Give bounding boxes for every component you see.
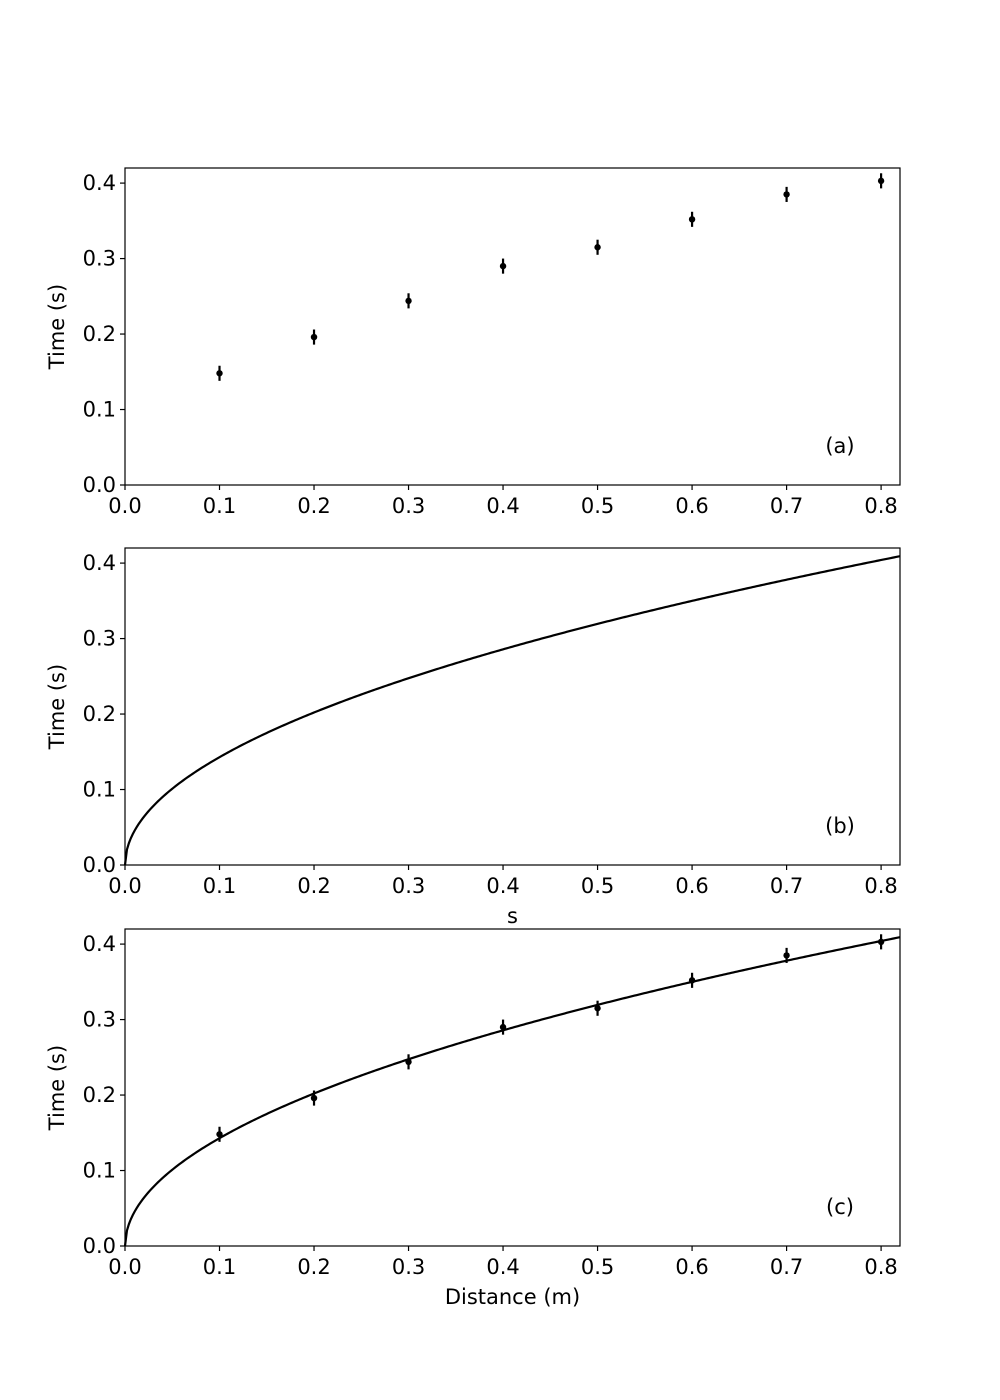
x-tick-label: 0.6 <box>675 494 708 518</box>
x-tick-label: 0.0 <box>108 494 141 518</box>
marker <box>310 1094 318 1102</box>
x-tick-label: 0.7 <box>770 1255 803 1279</box>
x-tick-label: 0.6 <box>675 1255 708 1279</box>
axes-frame <box>124 167 901 486</box>
data-point <box>594 239 601 255</box>
data-point <box>688 211 696 227</box>
x-tick-label: 0.4 <box>486 874 519 898</box>
marker <box>783 952 790 959</box>
x-tick-label: 0.5 <box>581 1255 614 1279</box>
data-point <box>405 293 412 309</box>
x-tick-label: 0.2 <box>297 494 330 518</box>
x-tick-label: 0.3 <box>392 1255 425 1279</box>
panel-label: (c) <box>826 1195 854 1219</box>
x-tick-label: 0.8 <box>864 874 897 898</box>
marker <box>499 262 507 270</box>
y-tick-label: 0.1 <box>83 778 116 802</box>
y-tick-label: 0.3 <box>83 247 116 271</box>
marker <box>688 216 696 223</box>
x-axis-label: Distance (m) <box>445 1285 580 1309</box>
data-point <box>216 365 223 381</box>
x-tick-label: 0.3 <box>392 494 425 518</box>
marker <box>594 1005 601 1012</box>
x-tick-label: 0.5 <box>581 494 614 518</box>
y-tick-label: 0.3 <box>83 627 116 651</box>
y-tick-label: 0.2 <box>83 322 116 346</box>
data-point <box>594 1000 601 1016</box>
y-tick-label: 0.4 <box>83 551 116 575</box>
marker <box>783 191 790 198</box>
x-tick-label: 0.4 <box>486 1255 519 1279</box>
marker <box>877 177 885 185</box>
data-point <box>405 1054 412 1070</box>
panel-label: (b) <box>825 814 855 838</box>
x-tick-label: 0.8 <box>864 494 897 518</box>
x-tick-label: 0.0 <box>108 874 141 898</box>
x-tick-label: 0.4 <box>486 494 519 518</box>
x-tick-label: 0.1 <box>203 1255 236 1279</box>
data-point <box>310 329 318 345</box>
marker <box>405 297 412 305</box>
fit-curve <box>123 936 901 1247</box>
x-tick-label: 0.8 <box>864 1255 897 1279</box>
subplot-1: 0.0 0.1 0.2 0.3 0.4 0.5 0.6 0.7 0.8 0.0 0.1 0.2 0.3 0… <box>45 167 901 518</box>
axes-frame <box>124 547 901 866</box>
y-tick-label: 0.1 <box>83 398 116 422</box>
y-axis-label: Time (s) <box>45 284 69 370</box>
y-tick-label: 0.0 <box>83 853 116 877</box>
marker <box>216 370 223 377</box>
x-axis-label: s <box>507 904 518 928</box>
subplot-2: 0.0 0.1 0.2 0.3 0.4 0.5 0.6 0.7 0.8 0.0 0.1 0.2 0.3 0… <box>45 547 901 928</box>
fit-curve <box>123 555 901 866</box>
x-tick-label: 0.7 <box>770 494 803 518</box>
x-tick-label: 0.6 <box>675 874 708 898</box>
x-tick-label: 0.2 <box>297 874 330 898</box>
x-tick-label: 0.1 <box>203 874 236 898</box>
y-tick-label: 0.4 <box>83 171 116 195</box>
data-point <box>499 1019 507 1035</box>
axes-frame <box>124 928 901 1247</box>
data-point <box>783 186 790 202</box>
x-tick-label: 0.3 <box>392 874 425 898</box>
x-tick-label: 0.2 <box>297 1255 330 1279</box>
y-tick-label: 0.4 <box>83 932 116 956</box>
y-tick-label: 0.2 <box>83 702 116 726</box>
y-tick-label: 0.0 <box>83 1234 116 1258</box>
y-tick-label: 0.1 <box>83 1159 116 1183</box>
y-tick-label: 0.2 <box>83 1083 116 1107</box>
subplot-3: 0.0 0.1 0.2 0.3 0.4 0.5 0.6 0.7 0.8 0.0 0.1 0.2 0.3 0… <box>45 928 901 1309</box>
panel-label: (a) <box>825 434 854 458</box>
x-tick-label: 0.7 <box>770 874 803 898</box>
marker <box>216 1131 223 1138</box>
data-point <box>499 258 507 274</box>
x-tick-label: 0.1 <box>203 494 236 518</box>
x-tick-label: 0.0 <box>108 1255 141 1279</box>
marker <box>594 244 601 251</box>
y-axis-label: Time (s) <box>45 664 69 750</box>
marker <box>499 1023 507 1031</box>
y-tick-label: 0.0 <box>83 473 116 497</box>
x-tick-label: 0.5 <box>581 874 614 898</box>
data-point <box>877 173 885 189</box>
marker <box>310 333 318 341</box>
y-tick-label: 0.3 <box>83 1008 116 1032</box>
y-axis-label: Time (s) <box>45 1045 69 1131</box>
